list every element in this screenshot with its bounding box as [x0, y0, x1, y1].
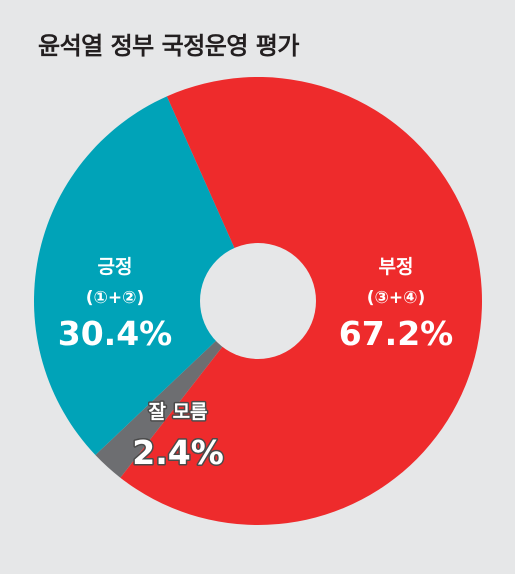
slice-value-부정: 67.2% [339, 314, 454, 353]
slice-sub-긍정: (①+②) [86, 288, 145, 308]
slice-name-부정: 부정 [379, 256, 414, 278]
slice-긍정 [33, 96, 258, 456]
slice-잘-모름 [95, 301, 258, 478]
donut-hole [200, 243, 316, 359]
chart-title: 윤석열 정부 국정운영 평가 [38, 32, 299, 60]
slice-value-잘-모름: 2.4% [132, 433, 224, 472]
slice-name-긍정: 긍정 [98, 256, 133, 278]
slice-sub-부정: (③+④) [367, 288, 426, 308]
slice-name-잘-모름: 잘 모름 [148, 401, 207, 423]
slice-value-긍정: 30.4% [58, 314, 173, 353]
